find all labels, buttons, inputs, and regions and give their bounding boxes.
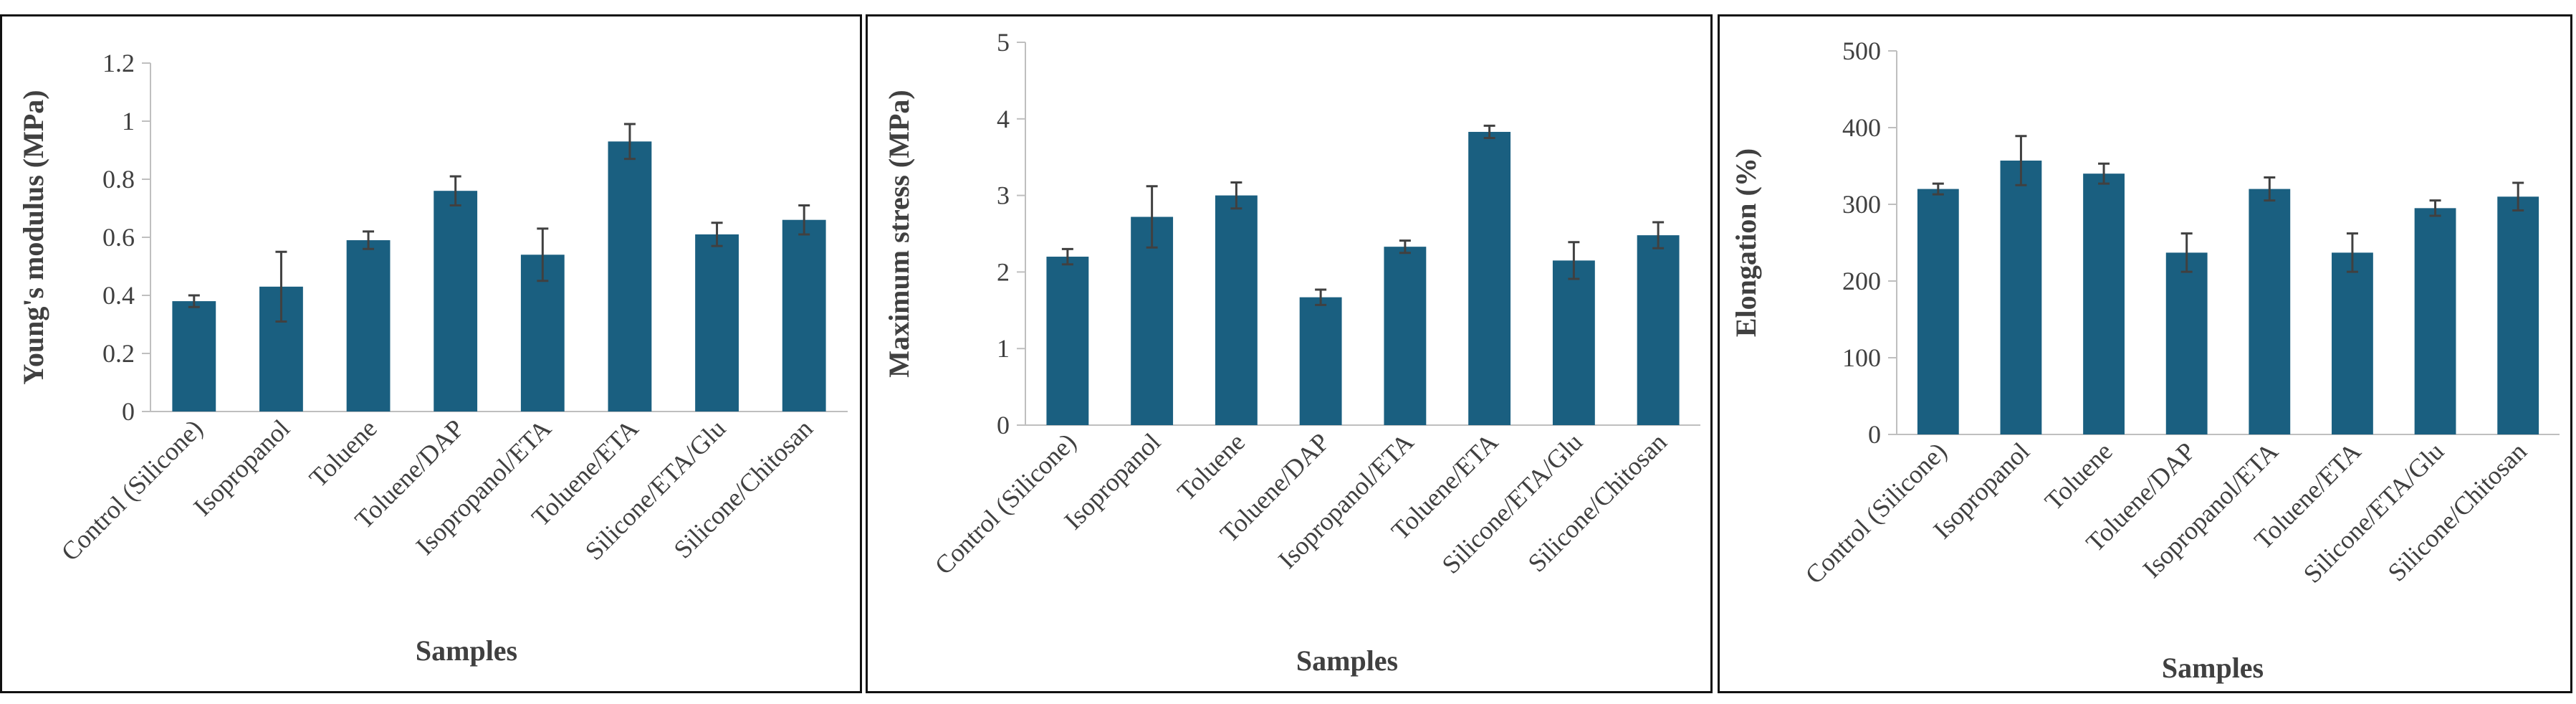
bar xyxy=(2497,196,2539,434)
x-axis-title: Samples xyxy=(2162,652,2264,684)
bar xyxy=(1468,131,1511,425)
y-tick-label: 0 xyxy=(1868,420,1881,449)
bar xyxy=(2249,189,2291,434)
x-category-label: Toluene xyxy=(304,414,383,493)
x-category-label: Silicone/Chitosan xyxy=(2383,437,2532,586)
bar xyxy=(1384,247,1427,425)
bar xyxy=(2165,252,2208,434)
bar xyxy=(782,219,826,412)
y-tick-label: 0 xyxy=(122,397,135,426)
bar xyxy=(1552,260,1595,425)
y-tick-label: 0.8 xyxy=(102,165,135,194)
y-tick-label: 0.2 xyxy=(102,339,135,368)
y-tick-label: 400 xyxy=(1842,113,1881,142)
bar xyxy=(1131,217,1174,425)
y-axis-title: Elongation (%) xyxy=(1730,148,1762,337)
bar xyxy=(1215,195,1258,425)
x-category-label: Toluene xyxy=(2039,437,2118,515)
bar xyxy=(1917,189,1959,434)
x-category-label: Control (Silicone) xyxy=(929,427,1082,580)
y-axis-title: Maximum stress (MPa) xyxy=(883,90,915,377)
x-axis-title: Samples xyxy=(416,634,517,667)
bar xyxy=(1299,297,1342,425)
bar xyxy=(1046,257,1089,425)
x-axis-title: Samples xyxy=(1296,644,1398,677)
x-category-label: Silicone/ETA/Glu xyxy=(2298,437,2449,588)
chart-panel-elongation: 0 100 200 300 400 500 Control (Silicone) Isopro… xyxy=(1718,14,2572,693)
y-tick-label: 0.6 xyxy=(102,223,135,252)
y-tick-label: 4 xyxy=(997,105,1010,133)
y-tick-label: 2 xyxy=(997,257,1010,286)
bar xyxy=(2414,208,2456,434)
chart-panel-maximum-stress: 0 1 2 3 4 5 Control (Silicone) Isopropanol Tolue… xyxy=(866,14,1713,693)
x-category-label: Control (Silicone) xyxy=(1800,437,1953,589)
y-tick-label: 100 xyxy=(1842,343,1881,372)
bar xyxy=(2083,173,2125,434)
y-tick-label: 200 xyxy=(1842,267,1881,295)
bar xyxy=(608,141,652,412)
y-tick-label: 1 xyxy=(122,107,135,135)
x-category-label: Toluene xyxy=(1172,427,1250,506)
y-tick-label: 500 xyxy=(1842,37,1881,65)
bar xyxy=(695,234,739,412)
bar xyxy=(2000,161,2042,434)
x-category-label: Control (Silicone) xyxy=(56,414,209,566)
x-category-label: Silicone/ETA/Glu xyxy=(1437,427,1588,579)
y-tick-label: 3 xyxy=(997,181,1010,210)
y-tick-label: 1 xyxy=(997,334,1010,363)
chart-svg: 0 0.2 0.4 0.6 0.8 1 1.2 Control (Silicone)Isopr… xyxy=(17,49,848,667)
y-axis-title: Young's modulus (MPa) xyxy=(17,90,49,384)
y-tick-label: 0.4 xyxy=(102,281,135,310)
y-tick-label: 300 xyxy=(1842,190,1881,219)
y-tick-label: 1.2 xyxy=(102,49,135,77)
bar xyxy=(172,301,216,412)
bar xyxy=(346,240,391,412)
bar xyxy=(434,191,478,412)
y-tick-label: 0 xyxy=(997,411,1010,439)
bar xyxy=(2332,252,2373,434)
chart-panel-youngs-modulus: 0 0.2 0.4 0.6 0.8 1 1.2 Control (Silicone) Isopr… xyxy=(0,14,862,693)
y-tick-label: 5 xyxy=(997,28,1010,57)
bar xyxy=(1637,235,1680,425)
x-category-label: Isopropanol xyxy=(188,414,295,521)
